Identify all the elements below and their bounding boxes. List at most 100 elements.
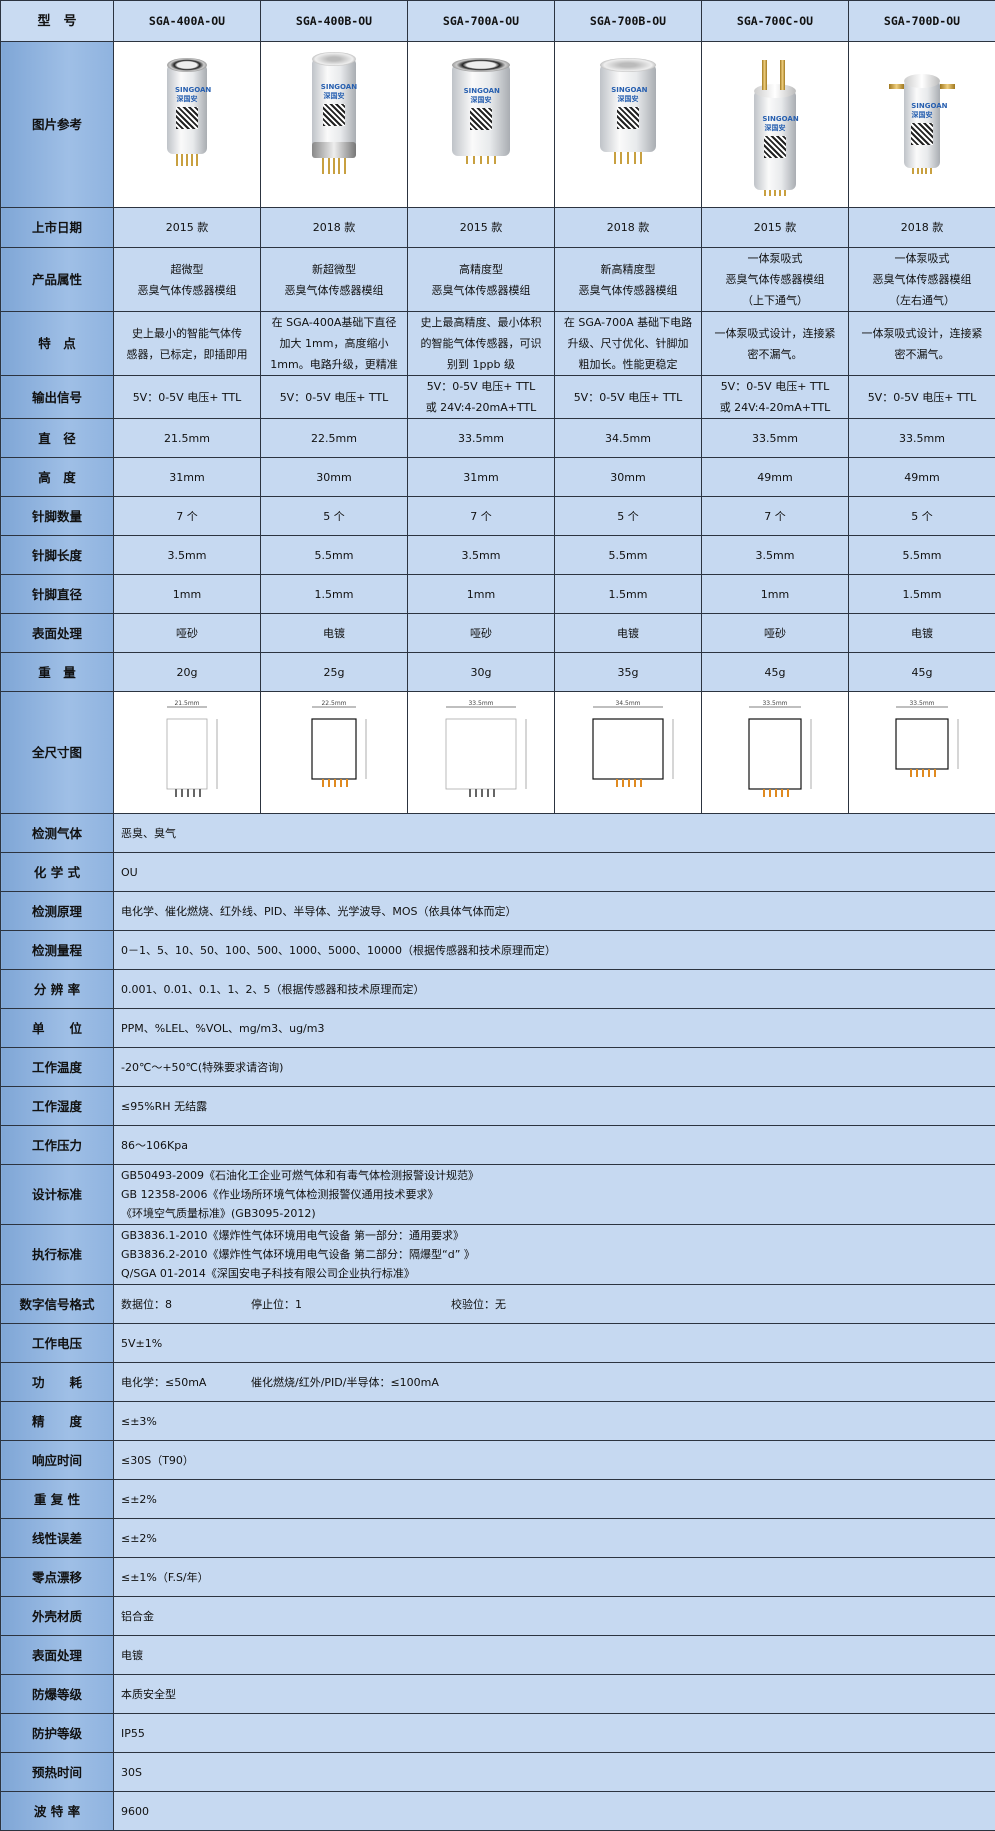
common-value: ≤±3% [114,1402,995,1441]
value-part: 电化学：≤50mA [121,1372,251,1393]
value-line: 的智能气体传感器，可识 [411,333,551,354]
value-line: 在 SGA-400A基础下直径 [264,312,404,333]
value-part: 校验位：无 [451,1294,651,1315]
value-line: 高精度型 [411,259,551,280]
spec-row: 产品属性超微型恶臭气体传感器模组新超微型恶臭气体传感器模组高精度型恶臭气体传感器… [1,248,995,312]
row-label: 工作电压 [1,1324,114,1363]
qr-code-icon [323,104,345,126]
model-name: SGA-400B-OU [261,1,408,42]
model-name: SGA-700D-OU [849,1,995,42]
common-row: 防爆等级本质安全型 [1,1675,995,1714]
common-value: 电化学、催化燃烧、红外线、PID、半导体、光学波导、MOS（依具体气体而定） [114,892,995,931]
value-line: 铝合金 [121,1606,992,1627]
spec-value: 30mm [555,458,702,497]
value-line: 9600 [121,1801,992,1822]
value-line: 加大 1mm，高度缩小 [264,333,404,354]
common-value: 铝合金 [114,1597,995,1636]
value-line: 30S [121,1762,992,1783]
spec-value: 3.5mm [408,536,555,575]
spec-value: 31mm [114,458,261,497]
value-line: 升级、尺寸优化、针脚加 [558,333,698,354]
spec-value: 2018 款 [849,208,995,248]
row-label: 化 学 式 [1,853,114,892]
common-value: 电镀 [114,1636,995,1675]
value-line: -20℃～+50℃(特殊要求请咨询) [121,1057,992,1078]
row-label: 针脚长度 [1,536,114,575]
model-name: SGA-700B-OU [555,1,702,42]
common-value: 0－1、5、10、50、100、500、1000、5000、10000（根据传感… [114,931,995,970]
value-line: 恶臭气体传感器模组 [852,269,992,290]
value-line: 1mm [411,584,551,605]
spec-value: 25g [261,653,408,692]
value-line: 30mm [264,467,404,488]
row-label: 表面处理 [1,614,114,653]
dimension-drawing-cell: 33.5mm [702,692,849,814]
spec-value: 30mm [261,458,408,497]
value-line: 电镀 [121,1645,992,1666]
common-value: OU [114,853,995,892]
spec-value: 3.5mm [702,536,849,575]
value-line: 35g [558,662,698,683]
spec-value: 34.5mm [555,419,702,458]
pins-icon [611,152,645,164]
value-line: 哑砂 [705,623,845,644]
value-line: 电化学、催化燃烧、红外线、PID、半导体、光学波导、MOS（依具体气体而定） [121,901,992,922]
qr-code-icon [764,136,786,158]
value-line: 或 24V:4-20mA+TTL [705,397,845,418]
value-line: 一体泵吸式 [705,248,845,269]
brand-cn-text: 深国安 [762,124,787,133]
value-line: 1mm。电路升级，更精准 [264,354,404,375]
value-part: 停止位：1 [251,1294,451,1315]
diameter-label: 22.5mm [321,700,346,707]
diameter-label: 33.5mm [762,700,787,707]
brand-text: SINGOAN [911,102,933,111]
value-line: 20g [117,662,257,683]
value-line: 3.5mm [117,545,257,566]
spec-value: 5V：0-5V 电压+ TTL [555,376,702,419]
row-label: 零点漂移 [1,1558,114,1597]
value-line: 5 个 [558,506,698,527]
spec-value: 5.5mm [261,536,408,575]
spec-value: 2015 款 [114,208,261,248]
dimension-drawing: 22.5mm [269,697,399,809]
value-line: GB50493-2009《石油化工企业可燃气体和有毒气体检测报警设计规范》 [121,1166,992,1185]
spec-value: 新高精度型恶臭气体传感器模组 [555,248,702,312]
spec-value: 22.5mm [261,419,408,458]
spec-value: 哑砂 [114,614,261,653]
value-line: 电镀 [852,623,992,644]
model-name: SGA-400A-OU [114,1,261,42]
value-line: 1mm [117,584,257,605]
value-line: 7 个 [411,506,551,527]
value-line: 33.5mm [705,428,845,449]
spec-value: 2015 款 [702,208,849,248]
spec-value: 7 个 [408,497,555,536]
spec-value: 一体泵吸式恶臭气体传感器模组（左右通气） [849,248,995,312]
value-line: 恶臭气体传感器模组 [264,280,404,301]
value-line: 2018 款 [558,217,698,238]
value-line: 或 24V:4-20mA+TTL [411,397,551,418]
spec-value: 2018 款 [261,208,408,248]
spec-value: 一体泵吸式设计，连接紧密不漏气。 [849,312,995,376]
value-line: 《环境空气质量标准》(GB3095-2012) [121,1204,992,1223]
value-line: （左右通气） [852,290,992,311]
common-value: 5V±1% [114,1324,995,1363]
common-value: 恶臭、臭气 [114,814,995,853]
common-value: 30S [114,1753,995,1792]
spec-value: 1mm [114,575,261,614]
value-line: 新超微型 [264,259,404,280]
spec-value: 3.5mm [114,536,261,575]
common-value: IP55 [114,1714,995,1753]
spec-value: 7 个 [702,497,849,536]
